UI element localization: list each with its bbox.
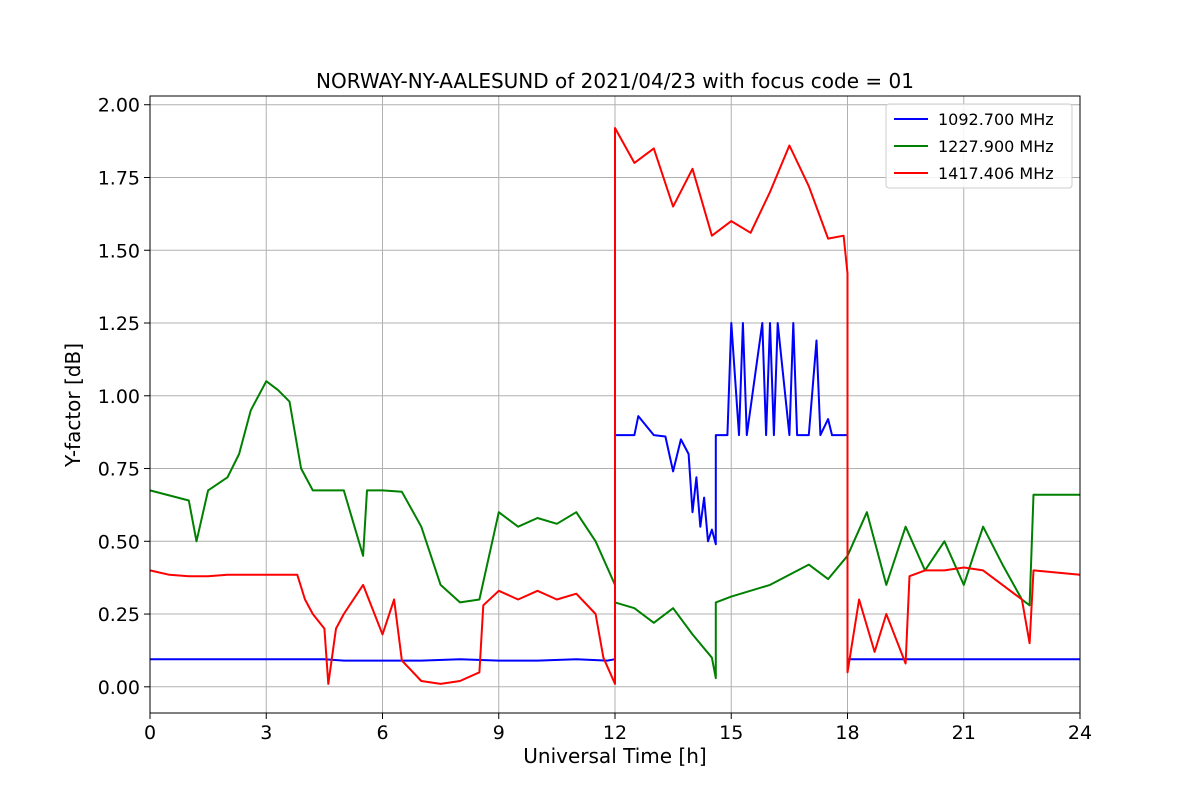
x-axis-label: Universal Time [h] xyxy=(523,744,706,768)
y-tick-label: 0.00 xyxy=(98,677,140,699)
y-tick-label: 1.00 xyxy=(98,386,140,408)
y-axis-label: Y-factor [dB] xyxy=(61,343,85,468)
series-line-1 xyxy=(150,322,1080,662)
legend-label-2: 1227.900 MHz xyxy=(938,137,1054,156)
y-tick-label: 1.50 xyxy=(98,240,140,262)
x-tick-label: 18 xyxy=(835,722,859,744)
y-tick-label: 1.25 xyxy=(98,313,140,335)
x-tick-label: 6 xyxy=(376,722,388,744)
legend-label-3: 1417.406 MHz xyxy=(938,164,1054,183)
x-tick-label: 12 xyxy=(603,722,627,744)
x-tick-label: 9 xyxy=(493,722,505,744)
x-tick-label: 3 xyxy=(260,722,272,744)
series-group xyxy=(149,127,1081,685)
y-axis-ticks: 0.00 0.25 0.50 0.75 1.00 1.25 1.50 1.75 2.00 xyxy=(98,95,150,699)
x-tick-label: 0 xyxy=(144,722,156,744)
y-tick-label: 0.50 xyxy=(98,531,140,553)
series-line-3 xyxy=(149,127,1081,685)
x-axis-ticks: 0 3 6 9 12 15 18 21 24 xyxy=(144,713,1092,744)
y-tick-label: 2.00 xyxy=(98,95,140,117)
y-tick-label: 0.75 xyxy=(98,459,140,481)
x-tick-label: 24 xyxy=(1068,722,1092,744)
legend: 1092.700 MHz 1227.900 MHz 1417.406 MHz xyxy=(885,103,1073,189)
y-tick-label: 1.75 xyxy=(98,167,140,189)
legend-box xyxy=(885,103,1073,189)
legend-label-1: 1092.700 MHz xyxy=(938,110,1054,129)
x-tick-label: 15 xyxy=(719,722,743,744)
chart-title: NORWAY-NY-AALESUND of 2021/04/23 with fo… xyxy=(316,69,914,93)
y-tick-label: 0.25 xyxy=(98,604,140,626)
x-tick-label: 21 xyxy=(952,722,976,744)
series-line-2 xyxy=(149,380,1080,680)
